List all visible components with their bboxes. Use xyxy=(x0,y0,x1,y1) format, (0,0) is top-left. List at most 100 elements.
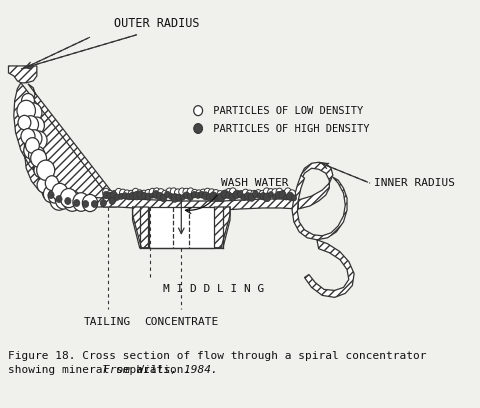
Circle shape xyxy=(38,174,53,190)
Circle shape xyxy=(157,188,164,196)
Circle shape xyxy=(21,129,35,144)
Polygon shape xyxy=(14,83,116,207)
Circle shape xyxy=(272,194,276,200)
Circle shape xyxy=(37,177,51,193)
Circle shape xyxy=(128,190,134,198)
Circle shape xyxy=(82,200,88,208)
Circle shape xyxy=(160,194,167,202)
Circle shape xyxy=(175,194,181,201)
Text: TAILING: TAILING xyxy=(84,317,131,327)
Circle shape xyxy=(263,193,270,202)
Circle shape xyxy=(229,188,236,195)
Circle shape xyxy=(250,191,257,198)
Polygon shape xyxy=(304,240,353,297)
Circle shape xyxy=(40,172,55,188)
Circle shape xyxy=(206,194,212,201)
Circle shape xyxy=(267,188,274,196)
Circle shape xyxy=(111,191,118,198)
Circle shape xyxy=(17,100,36,121)
Circle shape xyxy=(29,117,44,134)
Circle shape xyxy=(34,163,47,177)
Circle shape xyxy=(208,189,215,196)
Circle shape xyxy=(152,191,159,198)
Circle shape xyxy=(168,193,173,200)
Circle shape xyxy=(252,191,258,197)
Circle shape xyxy=(271,188,278,196)
Circle shape xyxy=(23,116,38,133)
Circle shape xyxy=(195,190,202,197)
Text: PARTICLES OF LOW DENSITY: PARTICLES OF LOW DENSITY xyxy=(206,106,362,115)
Circle shape xyxy=(216,191,223,198)
Circle shape xyxy=(100,200,106,206)
Circle shape xyxy=(24,142,39,159)
Circle shape xyxy=(18,115,31,130)
Circle shape xyxy=(149,188,156,196)
Text: OUTER RADIUS: OUTER RADIUS xyxy=(113,17,199,30)
Circle shape xyxy=(232,191,239,198)
Circle shape xyxy=(52,183,68,201)
Circle shape xyxy=(238,191,244,198)
Text: CONCENTRATE: CONCENTRATE xyxy=(144,317,218,327)
Circle shape xyxy=(122,193,128,199)
Circle shape xyxy=(115,188,122,196)
Circle shape xyxy=(136,190,143,197)
Circle shape xyxy=(233,190,240,198)
Circle shape xyxy=(141,193,147,199)
Polygon shape xyxy=(298,162,332,209)
Polygon shape xyxy=(291,175,346,240)
Circle shape xyxy=(73,200,80,206)
Circle shape xyxy=(268,192,273,197)
Circle shape xyxy=(191,191,197,198)
Circle shape xyxy=(156,192,163,200)
Circle shape xyxy=(276,188,282,196)
Circle shape xyxy=(22,93,35,108)
Circle shape xyxy=(82,195,97,212)
Circle shape xyxy=(216,193,225,202)
Circle shape xyxy=(107,192,113,199)
Circle shape xyxy=(109,197,115,204)
Circle shape xyxy=(144,193,151,200)
Polygon shape xyxy=(132,207,148,248)
Circle shape xyxy=(254,190,261,197)
Circle shape xyxy=(55,191,72,209)
Circle shape xyxy=(119,193,124,200)
Circle shape xyxy=(63,191,81,211)
Circle shape xyxy=(48,192,54,199)
Circle shape xyxy=(110,191,117,200)
Circle shape xyxy=(280,191,287,198)
Circle shape xyxy=(284,188,290,195)
Circle shape xyxy=(248,193,255,201)
Circle shape xyxy=(149,193,154,198)
Circle shape xyxy=(228,193,236,201)
Circle shape xyxy=(288,190,295,197)
Circle shape xyxy=(225,188,231,196)
Circle shape xyxy=(73,193,89,211)
Circle shape xyxy=(132,188,139,196)
Circle shape xyxy=(91,200,97,208)
Circle shape xyxy=(213,194,220,202)
Circle shape xyxy=(45,176,59,191)
Circle shape xyxy=(256,193,261,199)
Circle shape xyxy=(180,195,185,200)
Circle shape xyxy=(129,192,136,200)
Circle shape xyxy=(187,193,193,200)
Circle shape xyxy=(200,189,206,197)
Circle shape xyxy=(193,106,202,115)
Circle shape xyxy=(42,181,60,201)
Text: M I D D L I N G: M I D D L I N G xyxy=(162,284,264,295)
Circle shape xyxy=(28,146,45,165)
Circle shape xyxy=(48,189,60,203)
Circle shape xyxy=(166,188,172,195)
Circle shape xyxy=(275,191,281,199)
Circle shape xyxy=(102,188,109,196)
Circle shape xyxy=(240,194,246,201)
Circle shape xyxy=(161,190,168,198)
Polygon shape xyxy=(148,207,214,248)
Circle shape xyxy=(170,188,177,195)
Circle shape xyxy=(204,188,210,196)
Circle shape xyxy=(193,124,202,133)
Circle shape xyxy=(263,188,269,195)
Text: PARTICLES OF HIGH DENSITY: PARTICLES OF HIGH DENSITY xyxy=(206,124,369,133)
Circle shape xyxy=(198,191,204,198)
Circle shape xyxy=(24,103,42,122)
